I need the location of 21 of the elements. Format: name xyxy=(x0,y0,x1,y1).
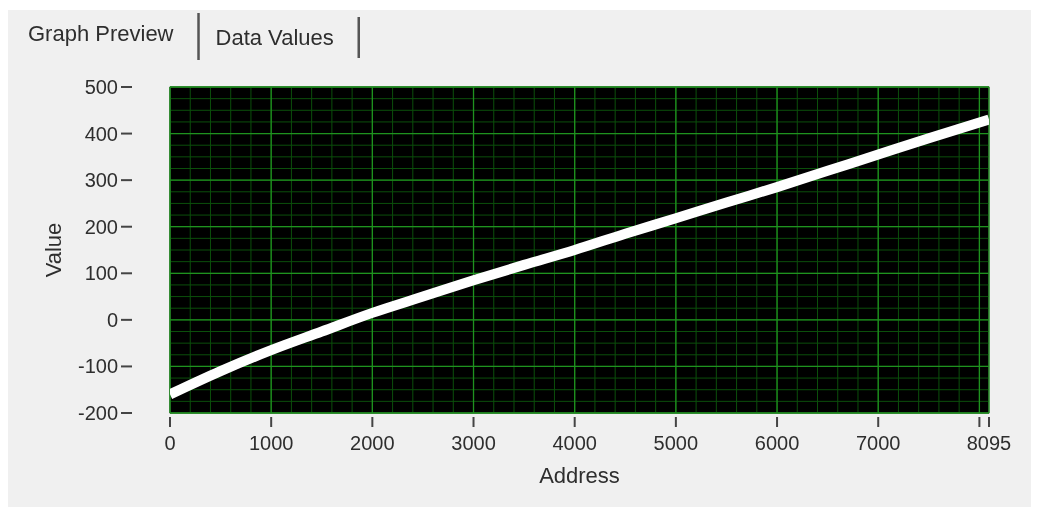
y-tick-label: 500 xyxy=(84,76,118,98)
y-tick-label: 0 xyxy=(106,308,118,331)
x-tick-label: 7000 xyxy=(855,432,901,454)
x-axis-title: Address xyxy=(539,463,620,488)
x-tick-label: 3000 xyxy=(451,432,496,454)
x-tick-label: 8095 xyxy=(966,432,1012,454)
x-tick-label: 6000 xyxy=(754,432,800,454)
x-tick-label: 2000 xyxy=(350,432,395,454)
y-tick-label: 200 xyxy=(84,215,118,238)
x-tick-label: 1000 xyxy=(248,432,294,454)
x-tick-label: 0 xyxy=(164,432,176,454)
text: Data Values xyxy=(215,25,334,50)
x-tick-label: 4000 xyxy=(552,432,597,454)
y-tick-label: 400 xyxy=(84,122,118,145)
y-tick-label: 100 xyxy=(84,262,118,285)
y-tick-label: 300 xyxy=(84,169,118,192)
text: Graph Preview xyxy=(28,21,174,46)
y-tick-label: -200 xyxy=(77,402,118,424)
y-tick-label: -100 xyxy=(77,355,118,378)
y-axis-title: Value xyxy=(41,222,66,278)
x-tick-label: 5000 xyxy=(653,432,699,454)
